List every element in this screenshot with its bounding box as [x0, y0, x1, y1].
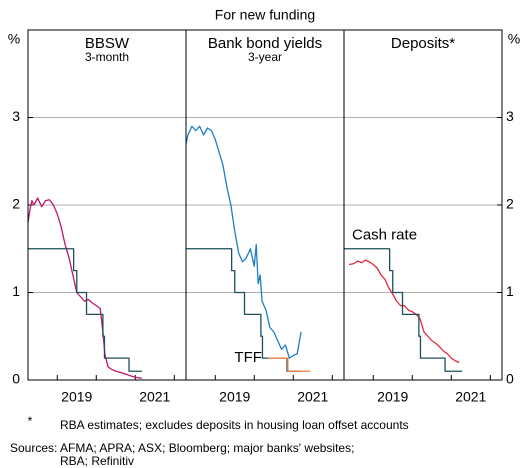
panel-frame — [343, 29, 503, 381]
y-tick-label: 2 — [506, 196, 514, 212]
series-line — [344, 248, 463, 372]
x-tick-label: 2019 — [61, 389, 92, 405]
series-line — [27, 197, 143, 379]
subtitle: For new funding — [215, 7, 315, 23]
panel-title: Bank bond yields — [208, 35, 322, 52]
note: RBA estimates; excludes deposits in hous… — [60, 418, 409, 432]
y-unit-right: % — [508, 31, 520, 47]
y-tick-label: 1 — [506, 283, 514, 299]
y-tick-label: 1 — [12, 283, 20, 299]
y-tick-label: 0 — [506, 371, 514, 387]
series-line — [348, 259, 460, 364]
sources: RBA; Refinitiv — [60, 454, 134, 468]
series-label: TFF — [234, 349, 262, 366]
x-tick-label: 2021 — [455, 389, 486, 405]
series-line — [28, 248, 142, 372]
series-line — [267, 357, 311, 372]
y-unit-left: % — [8, 31, 20, 47]
y-tick-label: 3 — [12, 108, 20, 124]
x-tick-label: 2019 — [219, 389, 250, 405]
x-tick-label: 2019 — [377, 389, 408, 405]
y-tick-label: 2 — [12, 196, 20, 212]
series-line — [185, 125, 302, 359]
panel-title: Deposits* — [391, 35, 455, 52]
y-tick-label: 0 — [12, 371, 20, 387]
x-tick-label: 2021 — [297, 389, 328, 405]
panel-title: BBSW — [85, 35, 130, 52]
panel-subtitle: 3-year — [248, 50, 282, 64]
y-tick-label: 3 — [506, 108, 514, 124]
panel-subtitle: 3-month — [85, 50, 129, 64]
series-label: Cash rate — [352, 227, 417, 244]
x-tick-label: 2021 — [139, 389, 170, 405]
note-marker: * — [28, 414, 33, 428]
sources: Sources: AFMA; APRA; ASX; Bloomberg; maj… — [10, 441, 354, 455]
